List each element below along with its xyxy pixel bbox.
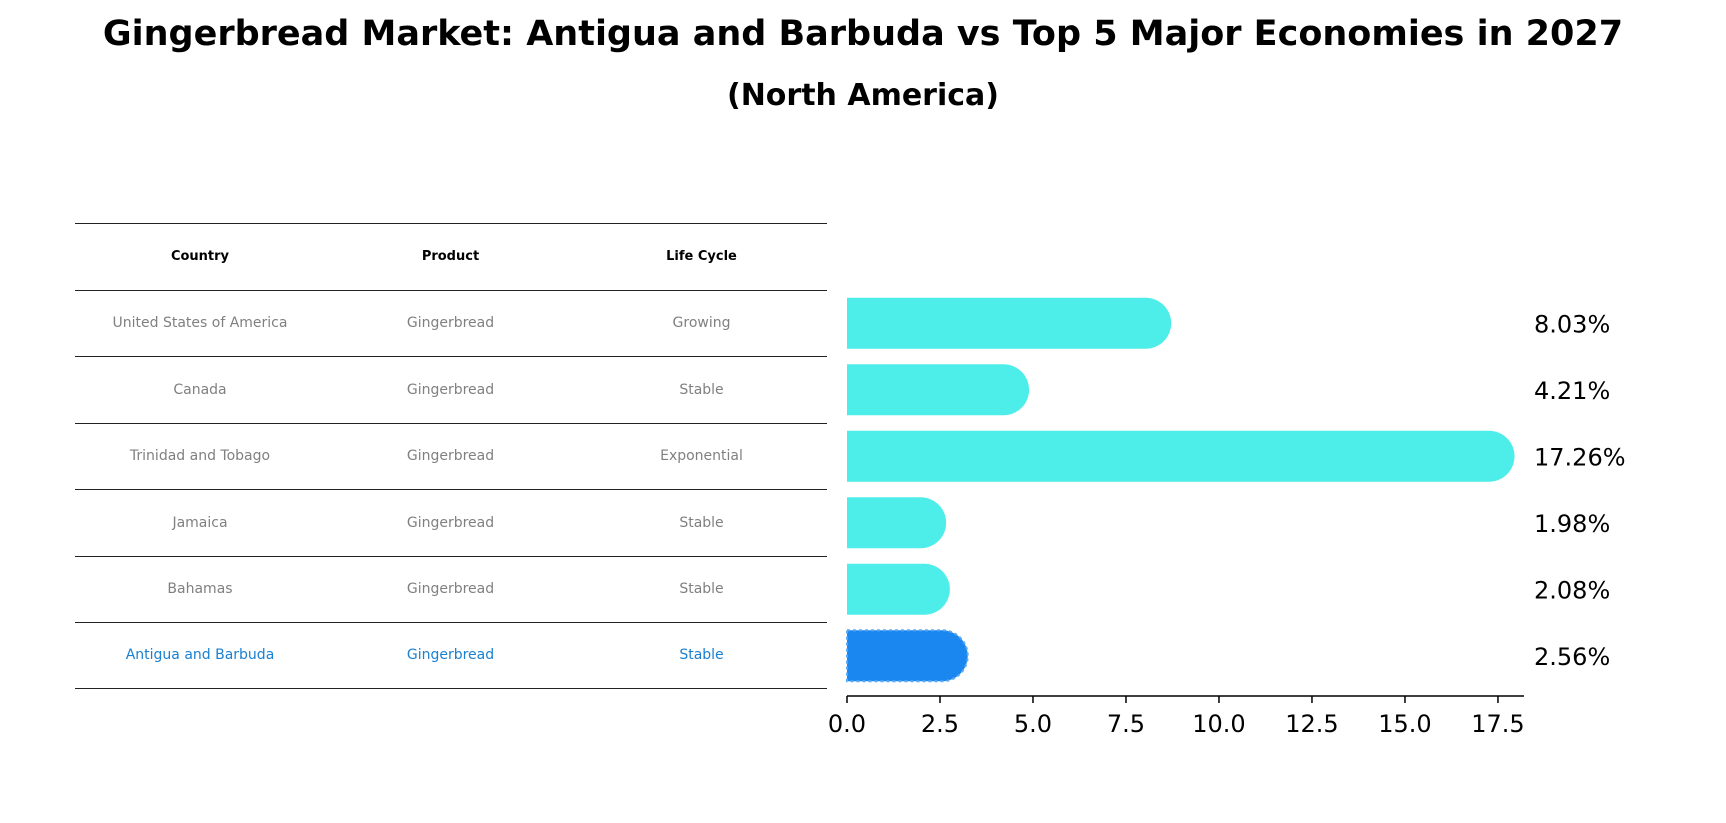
- bar: [847, 364, 1030, 416]
- bar: [847, 430, 1515, 482]
- x-tick-label: 12.5: [1285, 710, 1338, 738]
- country-cell: Canada: [173, 381, 227, 398]
- life-cycle-cell: Stable: [679, 647, 724, 664]
- product-cell: Gingerbread: [406, 514, 495, 531]
- table-row: Bahamas Gingerbread Stable: [75, 555, 827, 623]
- product-cell: Gingerbread: [406, 581, 495, 598]
- bar: [847, 497, 947, 549]
- product-cell: Gingerbread: [406, 315, 495, 332]
- x-tick-label: 5.0: [1014, 710, 1052, 738]
- table-header-row: Country Product Life Cycle: [75, 223, 827, 290]
- chart-subtitle: (North America): [726, 78, 999, 113]
- life-cycle-cell: Exponential: [660, 448, 743, 465]
- table-row: Canada Gingerbread Stable: [75, 356, 827, 423]
- life-cycle-cell: Stable: [679, 381, 724, 398]
- product-cell: Gingerbread: [406, 647, 495, 664]
- life-cycle-cell: Growing: [672, 315, 731, 332]
- x-tick-label: 15.0: [1378, 710, 1431, 738]
- bar-value-label: 2.56%: [1534, 643, 1610, 671]
- bar-highlighted: [846, 629, 969, 683]
- table-row: Jamaica Gingerbread Stable: [75, 489, 827, 556]
- country-cell: Bahamas: [167, 581, 233, 598]
- country-cell: Trinidad and Tobago: [129, 448, 271, 465]
- bar-value-label: 2.08%: [1534, 576, 1610, 604]
- header-country: Country: [170, 249, 230, 265]
- country-cell: Jamaica: [172, 514, 228, 531]
- bar: [847, 297, 1172, 349]
- x-tick-label: 17.5: [1471, 710, 1524, 738]
- x-tick-label: 0.0: [828, 710, 866, 738]
- country-cell: United States of America: [112, 315, 288, 332]
- life-cycle-cell: Stable: [679, 514, 724, 531]
- table-row: Trinidad and Tobago Gingerbread Exponent…: [75, 422, 827, 490]
- product-cell: Gingerbread: [406, 381, 495, 398]
- x-tick-label: 10.0: [1192, 710, 1245, 738]
- country-cell: Antigua and Barbuda: [125, 647, 275, 664]
- x-tick-label: 7.5: [1107, 710, 1145, 738]
- header-life-cycle: Life Cycle: [666, 249, 737, 265]
- product-cell: Gingerbread: [406, 448, 495, 465]
- comparison-table: Country Product Life Cycle United States…: [75, 223, 827, 689]
- life-cycle-cell: Stable: [679, 581, 724, 598]
- table-row-highlighted: Antigua and Barbuda Gingerbread Stable: [75, 622, 827, 689]
- bar-value-label: 4.21%: [1534, 377, 1610, 405]
- table-row: United States of America Gingerbread Gro…: [75, 289, 827, 357]
- header-product: Product: [421, 249, 480, 265]
- bar: [847, 563, 950, 615]
- chart-title: Gingerbread Market: Antigua and Barbuda …: [102, 14, 1624, 54]
- bar-value-label: 8.03%: [1534, 310, 1610, 338]
- x-tick-label: 2.5: [921, 710, 959, 738]
- bar-value-label: 1.98%: [1534, 510, 1610, 538]
- bar-value-label: 17.26%: [1534, 443, 1626, 471]
